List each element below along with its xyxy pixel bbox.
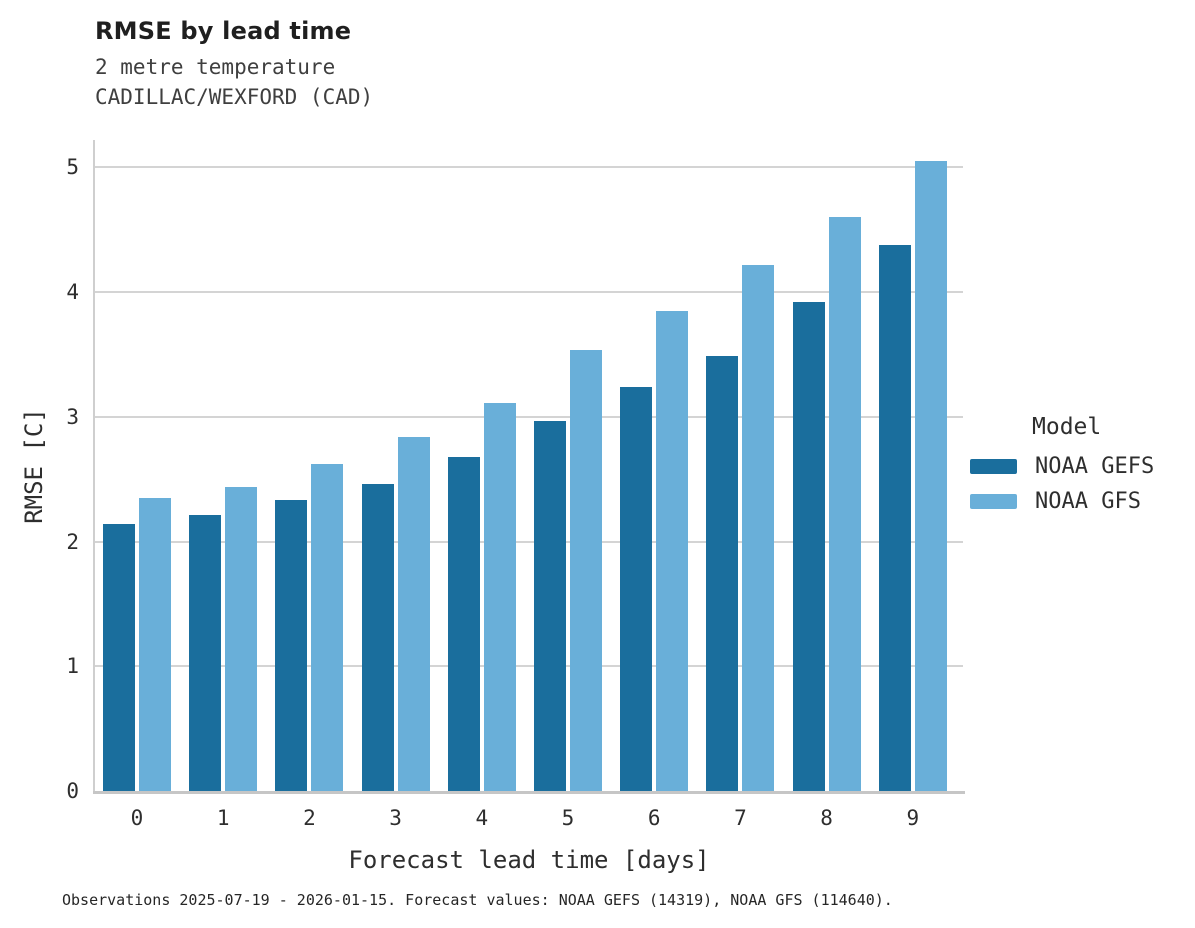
x-tick-9: 9: [906, 806, 920, 830]
bar-noaa-gefs-day-0: [103, 524, 135, 791]
y-tick-3: 3: [66, 404, 79, 429]
y-tick-1: 1: [66, 654, 79, 679]
bar-noaa-gefs-day-8: [792, 302, 825, 791]
legend-title: Model: [1032, 414, 1102, 440]
bar-noaa-gefs-day-6: [620, 387, 653, 791]
y-tick-0: 0: [66, 779, 79, 803]
legend-label: NOAA GEFS: [1035, 453, 1155, 479]
x-axis-tick-labels: 0 1 2 3 4 5 6 7 8 9: [95, 806, 963, 834]
x-tick-8: 8: [820, 806, 833, 830]
plot-area: [95, 140, 963, 791]
legend: Model NOAA GEFS NOAA GFS: [970, 414, 1195, 524]
bar-noaa-gfs-day-4: [483, 403, 516, 791]
bar-noaa-gefs-day-3: [361, 484, 394, 791]
x-tick-2: 2: [303, 806, 316, 830]
y-tick-2: 2: [66, 529, 79, 554]
bar-noaa-gfs-day-3: [397, 437, 430, 791]
x-tick-1: 1: [216, 806, 230, 830]
bar-noaa-gefs-day-5: [534, 421, 566, 791]
x-tick-6: 6: [647, 806, 661, 830]
chart-subtitle: 2 metre temperature CADILLAC/WEXFORD (CA…: [95, 52, 373, 112]
bar-noaa-gfs-day-9: [914, 161, 947, 791]
bar-noaa-gfs-day-8: [828, 217, 861, 791]
gridline-y-2: [95, 540, 963, 543]
subtitle-line-2: CADILLAC/WEXFORD (CAD): [95, 85, 374, 109]
legend-swatch-icon: [970, 458, 1017, 474]
legend-label: NOAA GFS: [1035, 488, 1141, 514]
y-axis-spine: [93, 140, 95, 794]
bar-noaa-gfs-day-0: [139, 498, 171, 791]
y-axis-title: RMSE [C]: [20, 408, 48, 524]
gridline-y-5: [95, 166, 963, 169]
bar-noaa-gefs-day-4: [447, 457, 480, 791]
bar-noaa-gefs-day-1: [189, 515, 222, 791]
gridline-y-4: [95, 291, 963, 294]
y-tick-4: 4: [66, 280, 79, 305]
x-tick-3: 3: [389, 806, 402, 830]
gridline-y-3: [95, 415, 963, 418]
legend-entry-noaa-gfs: NOAA GFS: [970, 488, 1195, 514]
bar-noaa-gfs-day-2: [311, 464, 344, 791]
y-tick-5: 5: [66, 155, 79, 180]
gridline-y-1: [95, 665, 963, 668]
bar-noaa-gfs-day-6: [656, 311, 689, 791]
bar-noaa-gfs-day-1: [225, 487, 258, 791]
legend-entry-noaa-gefs: NOAA GEFS: [970, 453, 1195, 479]
legend-entries: NOAA GEFS NOAA GFS: [970, 453, 1195, 514]
bar-noaa-gfs-day-5: [570, 350, 602, 791]
bar-noaa-gefs-day-2: [275, 500, 308, 791]
x-axis-title: Forecast lead time [days]: [348, 846, 710, 874]
subtitle-line-1: 2 metre temperature: [95, 55, 336, 79]
x-tick-5: 5: [561, 806, 575, 830]
footer-caption: Observations 2025-07-19 - 2026-01-15. Fo…: [62, 891, 893, 909]
bar-noaa-gefs-day-9: [878, 245, 911, 791]
y-axis-tick-labels: 0 1 2 3 4 5: [0, 140, 79, 803]
bar-noaa-gefs-day-7: [706, 356, 739, 791]
x-tick-4: 4: [475, 806, 489, 830]
x-tick-0: 0: [130, 806, 144, 830]
bar-noaa-gfs-day-7: [742, 265, 775, 791]
x-tick-7: 7: [734, 806, 747, 830]
x-axis-spine: [93, 791, 965, 794]
legend-swatch-icon: [970, 493, 1017, 509]
chart-title: RMSE by lead time: [95, 17, 352, 45]
